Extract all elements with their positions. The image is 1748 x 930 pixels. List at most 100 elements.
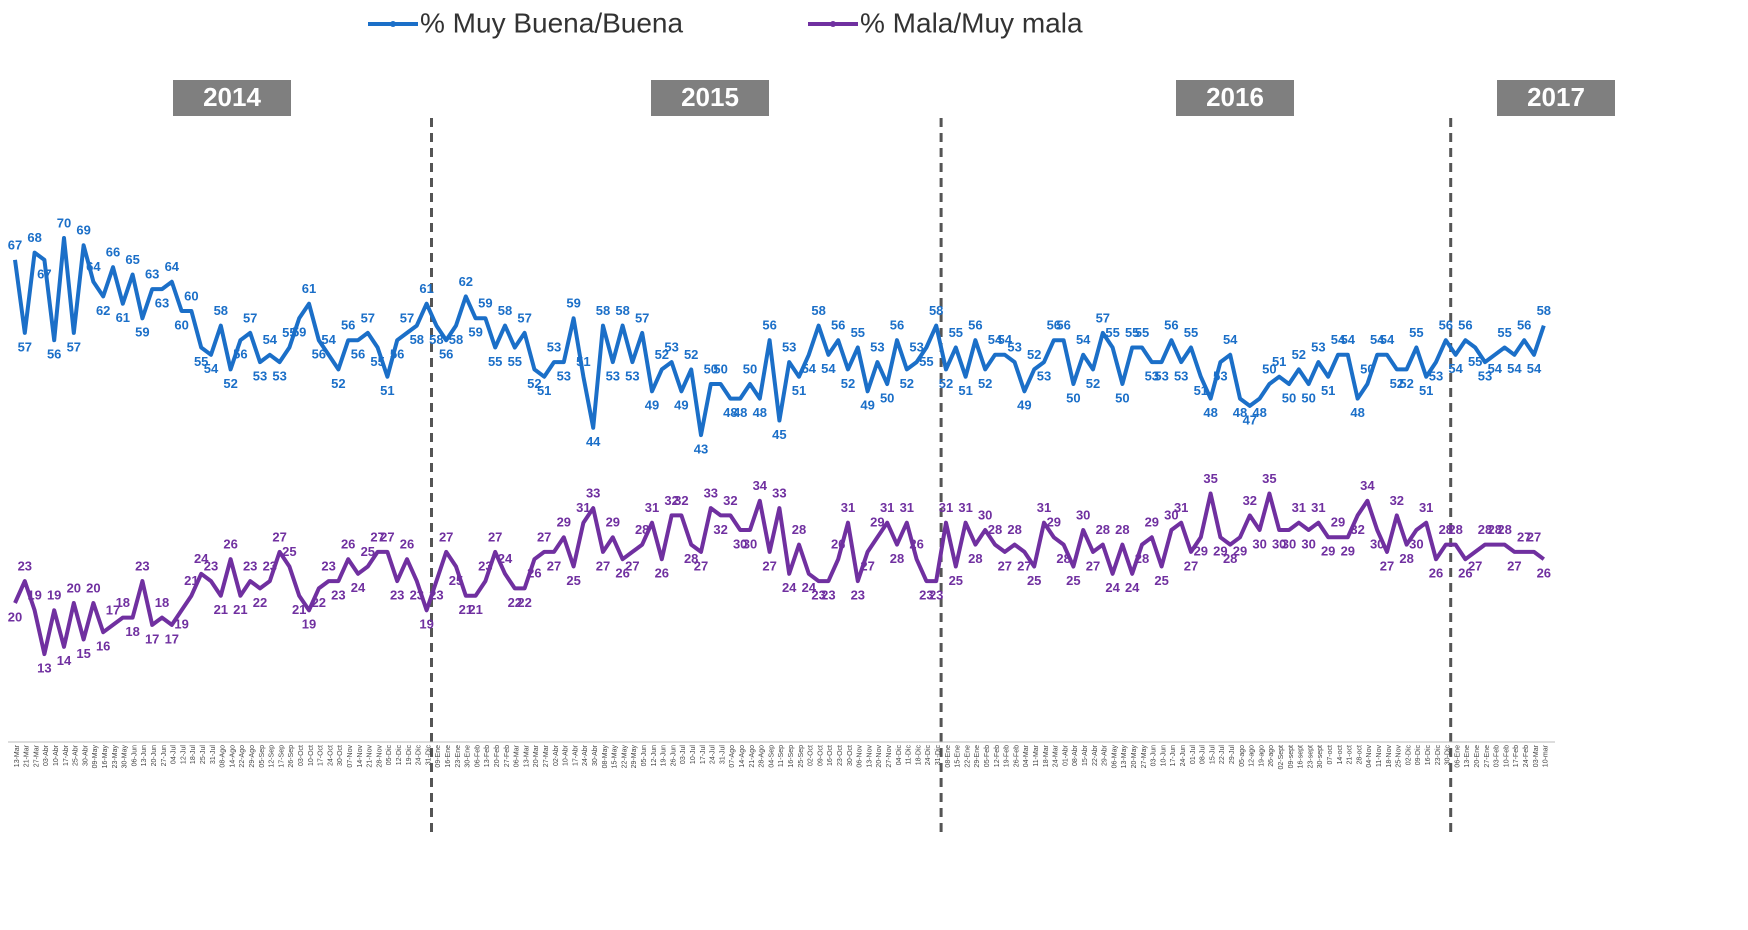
data-label: 52 bbox=[331, 376, 345, 391]
data-label: 19 bbox=[302, 617, 316, 632]
data-label: 28 bbox=[1223, 551, 1237, 566]
x-tick-label: 04-Dic bbox=[896, 745, 903, 766]
data-label: 28 bbox=[1439, 522, 1453, 537]
data-label: 53 bbox=[1213, 369, 1227, 384]
data-label: 28 bbox=[1448, 522, 1462, 537]
x-tick-label: 08-Jul bbox=[1200, 745, 1207, 765]
data-label: 56 bbox=[762, 318, 776, 333]
data-label: 27 bbox=[596, 558, 610, 573]
data-label: 27 bbox=[694, 558, 708, 573]
data-label: 26 bbox=[223, 537, 237, 552]
data-label: 20 bbox=[8, 609, 22, 624]
data-label: 62 bbox=[96, 303, 110, 318]
data-label: 53 bbox=[1007, 340, 1021, 355]
data-label: 24 bbox=[498, 551, 513, 566]
data-label: 23 bbox=[478, 559, 492, 574]
x-tick-label: 14-Ago bbox=[229, 745, 236, 768]
x-tick-label: 25-Sep bbox=[798, 745, 805, 768]
data-label: 26 bbox=[400, 537, 414, 552]
x-tick-label: 03-Jun bbox=[1151, 745, 1158, 767]
data-label: 23 bbox=[390, 588, 404, 603]
x-tick-label: 17-Jun bbox=[1170, 745, 1177, 767]
x-tick-label: 24-Dic bbox=[416, 745, 423, 766]
x-tick-label: 15-Abr bbox=[1082, 744, 1089, 766]
data-label: 30 bbox=[1301, 536, 1315, 551]
data-label: 21 bbox=[214, 602, 228, 617]
data-label: 49 bbox=[1017, 398, 1031, 413]
data-label: 27 bbox=[1517, 529, 1531, 544]
data-label: 31 bbox=[645, 500, 659, 515]
data-label: 31 bbox=[576, 500, 590, 515]
data-label: 61 bbox=[419, 281, 433, 296]
data-label: 56 bbox=[233, 347, 247, 362]
x-tick-label: 12-Feb bbox=[994, 745, 1001, 767]
data-label: 30 bbox=[1282, 536, 1296, 551]
x-tick-label: 20-Mar bbox=[533, 744, 540, 767]
data-label: 28 bbox=[1007, 522, 1021, 537]
data-label: 34 bbox=[753, 478, 768, 493]
data-label: 28 bbox=[1056, 551, 1070, 566]
x-tick-label: 03-Mar bbox=[1533, 744, 1540, 767]
data-label: 29 bbox=[606, 515, 620, 530]
data-label: 58 bbox=[1537, 303, 1551, 318]
data-label: 23 bbox=[410, 588, 424, 603]
data-label: 25 bbox=[449, 573, 463, 588]
data-label: 54 bbox=[1380, 332, 1395, 347]
data-label: 29 bbox=[1341, 544, 1355, 559]
data-label: 27 bbox=[1527, 529, 1541, 544]
data-label: 55 bbox=[919, 354, 933, 369]
data-label: 30 bbox=[1272, 536, 1286, 551]
data-label: 56 bbox=[1164, 318, 1178, 333]
data-label: 52 bbox=[1390, 376, 1404, 391]
data-label: 53 bbox=[1174, 369, 1188, 384]
x-tick-label: 31-Dic bbox=[935, 745, 942, 766]
x-tick-label: 31-Dic bbox=[425, 745, 432, 766]
data-label: 23 bbox=[429, 588, 443, 603]
data-label: 55 bbox=[949, 325, 963, 340]
x-tick-label: 24-Oct bbox=[327, 745, 334, 766]
x-tick-label: 02-Dic bbox=[1405, 745, 1412, 766]
data-label: 27 bbox=[370, 529, 384, 544]
data-label: 48 bbox=[733, 405, 747, 420]
x-tick-label: 03-Jul bbox=[680, 745, 687, 765]
x-tick-label: 02-Abr bbox=[553, 744, 560, 766]
data-label: 32 bbox=[674, 493, 688, 508]
data-label: 28 bbox=[635, 522, 649, 537]
x-tick-label: 09-Dic bbox=[1415, 745, 1422, 766]
data-label: 31 bbox=[1037, 500, 1051, 515]
x-tick-label: 09-May bbox=[92, 745, 99, 769]
data-label: 51 bbox=[1194, 383, 1208, 398]
data-label: 48 bbox=[723, 405, 737, 420]
data-label: 21 bbox=[233, 602, 247, 617]
x-tick-label: 17-Feb bbox=[1513, 745, 1520, 767]
data-label: 16 bbox=[96, 639, 110, 654]
x-tick-label: 04-Nov bbox=[1366, 745, 1373, 768]
x-tick-label: 17-Oct bbox=[318, 745, 325, 766]
x-tick-label: 05-Jun bbox=[641, 745, 648, 767]
data-label: 45 bbox=[772, 427, 786, 442]
x-tick-label: 19-Dic bbox=[406, 745, 413, 766]
data-label: 56 bbox=[1047, 318, 1061, 333]
x-tick-label: 20-May bbox=[1131, 745, 1138, 769]
data-label: 54 bbox=[802, 361, 817, 376]
data-label: 23 bbox=[331, 588, 345, 603]
data-label: 25 bbox=[1066, 573, 1080, 588]
x-tick-label: 04-Mar bbox=[1023, 744, 1030, 767]
data-label: 35 bbox=[1262, 471, 1276, 486]
data-label: 21 bbox=[184, 573, 198, 588]
data-label: 58 bbox=[811, 303, 825, 318]
year-box bbox=[1497, 80, 1615, 116]
x-tick-label: 16-May bbox=[102, 745, 109, 769]
data-label: 27 bbox=[488, 529, 502, 544]
data-label: 48 bbox=[753, 405, 767, 420]
x-tick-label: 13-Jun bbox=[141, 745, 148, 767]
data-label: 55 bbox=[1497, 325, 1511, 340]
data-label: 55 bbox=[1105, 325, 1119, 340]
x-tick-label: 10-Jun bbox=[1160, 745, 1167, 767]
data-label: 52 bbox=[900, 376, 914, 391]
x-tick-label: 17-Abr bbox=[572, 744, 579, 766]
data-label: 48 bbox=[1252, 405, 1266, 420]
data-label: 27 bbox=[547, 558, 561, 573]
data-label: 67 bbox=[37, 266, 51, 281]
year-label: 2014 bbox=[203, 82, 261, 112]
